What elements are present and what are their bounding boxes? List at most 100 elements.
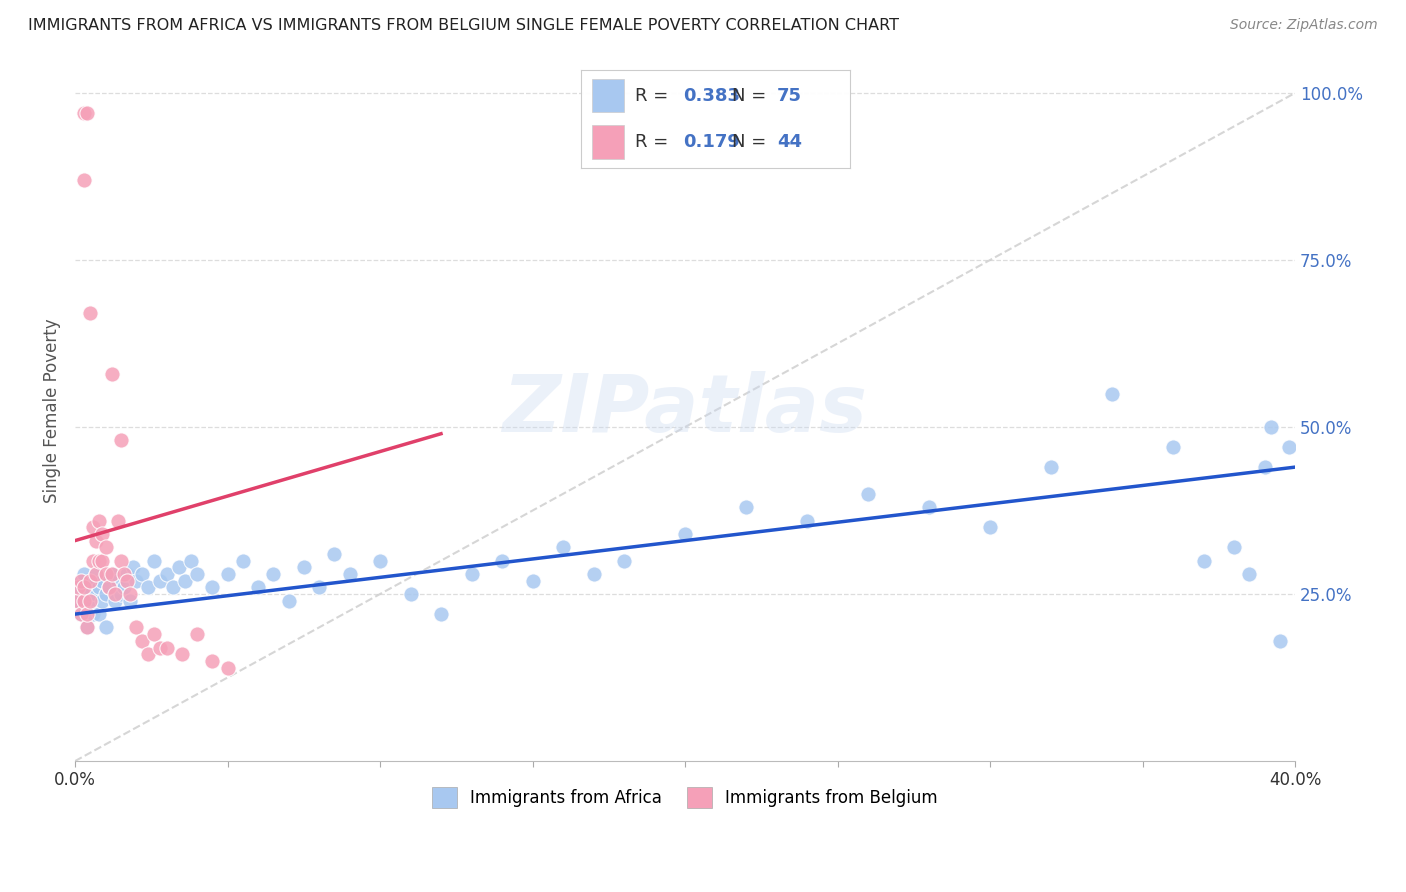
Point — [217, 567, 239, 582]
Point — [1101, 386, 1123, 401]
Point — [613, 554, 636, 568]
Point — [94, 567, 117, 582]
Point — [1260, 420, 1282, 434]
Point — [136, 647, 159, 661]
Point — [155, 640, 177, 655]
Point — [491, 554, 513, 568]
Point — [368, 554, 391, 568]
Point — [76, 620, 98, 634]
Point — [82, 554, 104, 568]
Point — [118, 587, 141, 601]
Point — [67, 593, 90, 607]
Point — [82, 574, 104, 588]
Point — [155, 567, 177, 582]
Point — [112, 567, 135, 582]
Point — [91, 593, 114, 607]
Point — [107, 514, 129, 528]
Point — [136, 580, 159, 594]
Point — [149, 574, 172, 588]
Point — [73, 106, 96, 120]
Point — [796, 514, 818, 528]
Point — [79, 593, 101, 607]
Point — [131, 633, 153, 648]
Point — [94, 620, 117, 634]
Point — [460, 567, 482, 582]
Point — [1278, 440, 1301, 454]
Point — [67, 593, 90, 607]
Point — [125, 620, 148, 634]
Point — [918, 500, 941, 515]
Point — [232, 554, 254, 568]
Point — [97, 580, 120, 594]
Point — [100, 567, 122, 582]
Point — [1192, 554, 1215, 568]
Point — [79, 587, 101, 601]
Point — [180, 554, 202, 568]
Point — [167, 560, 190, 574]
Point — [118, 593, 141, 607]
Point — [73, 593, 96, 607]
Point — [735, 500, 758, 515]
Point — [67, 580, 90, 594]
Point — [97, 580, 120, 594]
Point — [582, 567, 605, 582]
Point — [104, 593, 127, 607]
Point — [143, 627, 166, 641]
Point — [979, 520, 1001, 534]
Point — [91, 554, 114, 568]
Point — [1040, 460, 1063, 475]
Point — [86, 533, 108, 548]
Point — [1223, 541, 1246, 555]
Point — [79, 306, 101, 320]
Point — [70, 574, 93, 588]
Point — [186, 627, 208, 641]
Point — [201, 654, 224, 668]
Point — [76, 607, 98, 621]
Point — [262, 567, 284, 582]
Point — [1161, 440, 1184, 454]
Point — [89, 554, 111, 568]
Point — [76, 106, 98, 120]
Point — [308, 580, 330, 594]
Point — [79, 574, 101, 588]
Point — [89, 607, 111, 621]
Point — [277, 593, 299, 607]
Point — [110, 434, 132, 448]
Point — [86, 567, 108, 582]
Point — [201, 580, 224, 594]
Point — [100, 367, 122, 381]
Point — [104, 587, 127, 601]
Point — [70, 574, 93, 588]
Point — [73, 580, 96, 594]
Point — [673, 527, 696, 541]
Point — [110, 587, 132, 601]
Point — [70, 607, 93, 621]
Point — [89, 514, 111, 528]
Point — [173, 574, 195, 588]
Y-axis label: Single Female Poverty: Single Female Poverty — [44, 318, 60, 503]
Point — [186, 567, 208, 582]
Point — [79, 600, 101, 615]
Text: IMMIGRANTS FROM AFRICA VS IMMIGRANTS FROM BELGIUM SINGLE FEMALE POVERTY CORRELAT: IMMIGRANTS FROM AFRICA VS IMMIGRANTS FRO… — [28, 18, 898, 33]
Point — [94, 541, 117, 555]
Point — [100, 567, 122, 582]
Point — [67, 580, 90, 594]
Point — [430, 607, 453, 621]
Point — [122, 560, 145, 574]
Point — [115, 567, 138, 582]
Text: Source: ZipAtlas.com: Source: ZipAtlas.com — [1230, 18, 1378, 32]
Point — [399, 587, 422, 601]
Point — [82, 607, 104, 621]
Point — [522, 574, 544, 588]
Point — [76, 580, 98, 594]
Point — [86, 567, 108, 582]
Point — [292, 560, 315, 574]
Point — [149, 640, 172, 655]
Point — [1253, 460, 1275, 475]
Point — [70, 607, 93, 621]
Point — [1268, 633, 1291, 648]
Point — [162, 580, 184, 594]
Point — [91, 574, 114, 588]
Point — [86, 587, 108, 601]
Point — [1239, 567, 1261, 582]
